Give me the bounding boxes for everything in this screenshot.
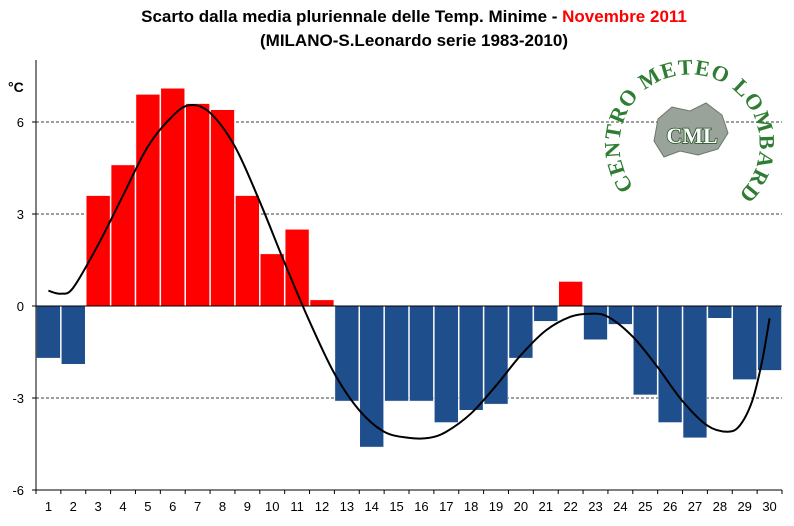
- x-tick-label-3: 3: [95, 499, 102, 514]
- x-tick-label-5: 5: [144, 499, 151, 514]
- x-tick-label-21: 21: [539, 499, 553, 514]
- x-tick-label-28: 28: [713, 499, 727, 514]
- x-tick-label-30: 30: [762, 499, 776, 514]
- bar-day-6: [160, 88, 185, 307]
- title-highlight: Novembre 2011: [562, 7, 687, 26]
- bar-day-18: [458, 305, 484, 411]
- x-tick-label-26: 26: [663, 499, 677, 514]
- x-tick-label-12: 12: [315, 499, 329, 514]
- bar-day-15: [384, 305, 409, 402]
- bar-day-4: [110, 164, 136, 307]
- y-unit-label: °C: [8, 79, 24, 95]
- bar-day-17: [434, 305, 459, 423]
- x-tick-label-10: 10: [265, 499, 279, 514]
- bar-day-3: [85, 195, 111, 307]
- bar-day-10: [260, 253, 285, 307]
- x-tick-label-11: 11: [290, 499, 304, 514]
- trend-line: [48, 104, 771, 440]
- x-tick-label-23: 23: [588, 499, 602, 514]
- chart-subtitle: (MILANO-S.Leonardo serie 1983-2010): [260, 31, 568, 50]
- x-tick-label-1: 1: [45, 499, 52, 514]
- x-tick-label-6: 6: [169, 499, 176, 514]
- y-tick-label: -3: [12, 391, 24, 406]
- x-tick-label-4: 4: [119, 499, 126, 514]
- logo-center-text: CML: [666, 123, 717, 148]
- x-tick-label-9: 9: [244, 499, 251, 514]
- logo-map-shape: [653, 102, 729, 158]
- x-tick-label-15: 15: [389, 499, 403, 514]
- x-tick-label-25: 25: [638, 499, 652, 514]
- bar-day-9: [235, 195, 260, 307]
- bar-day-29: [732, 305, 757, 380]
- title-main: Scarto dalla media pluriennale delle Tem…: [141, 7, 562, 26]
- bar-day-12: [309, 299, 335, 307]
- y-tick-label: 6: [17, 115, 24, 130]
- x-tick-label-2: 2: [70, 499, 77, 514]
- y-tick-label: 0: [17, 299, 24, 314]
- bar-day-7: [185, 103, 210, 307]
- bar-day-26: [657, 305, 683, 423]
- bar-day-1: [36, 305, 61, 359]
- chart-title: Scarto dalla media pluriennale delle Tem…: [141, 7, 687, 26]
- bar-day-14: [359, 305, 384, 448]
- x-tick-label-27: 27: [688, 499, 702, 514]
- x-tick-label-24: 24: [613, 499, 627, 514]
- bar-day-13: [334, 305, 360, 402]
- x-tick-label-17: 17: [439, 499, 453, 514]
- axes: [32, 60, 783, 494]
- x-tick-label-18: 18: [464, 499, 478, 514]
- x-tick-label-29: 29: [737, 499, 751, 514]
- bar-day-24: [608, 305, 633, 325]
- bar-day-20: [508, 305, 534, 359]
- x-tick-label-13: 13: [340, 499, 354, 514]
- bar-day-27: [682, 305, 708, 439]
- bar-day-2: [61, 305, 86, 365]
- bar-day-28: [707, 305, 733, 319]
- bar-day-19: [483, 305, 509, 405]
- bar-day-23: [583, 305, 608, 340]
- x-tick-label-22: 22: [563, 499, 577, 514]
- x-tick-label-14: 14: [364, 499, 378, 514]
- logo: CENTRO METEO LOMBARDO CML: [599, 54, 779, 208]
- trend-line-group: [48, 104, 771, 440]
- y-tick-label: -6: [12, 483, 24, 498]
- bar-day-16: [409, 305, 434, 402]
- x-tick-label-19: 19: [489, 499, 503, 514]
- x-tick-label-8: 8: [219, 499, 226, 514]
- x-tick-label-16: 16: [414, 499, 428, 514]
- bar-day-5: [135, 94, 161, 307]
- bars: [36, 88, 782, 448]
- bar-day-21: [533, 305, 558, 322]
- x-tick-label-20: 20: [514, 499, 528, 514]
- bar-day-22: [558, 281, 583, 307]
- y-tick-label: 3: [17, 207, 24, 222]
- x-tick-label-7: 7: [194, 499, 201, 514]
